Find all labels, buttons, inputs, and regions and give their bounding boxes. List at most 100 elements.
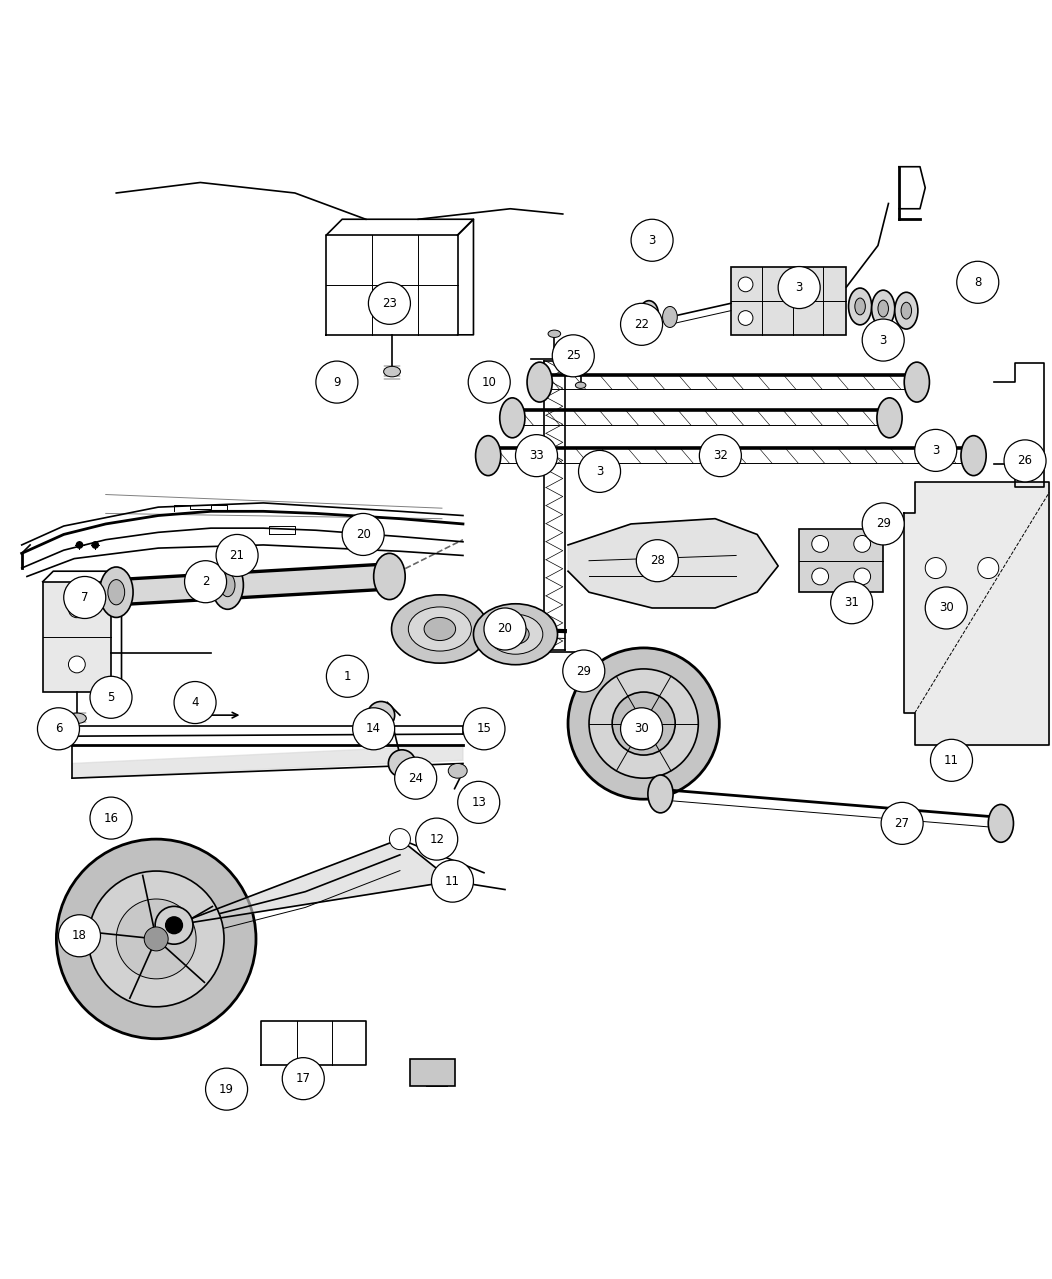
Polygon shape xyxy=(117,564,389,605)
Circle shape xyxy=(174,682,216,724)
Ellipse shape xyxy=(488,614,543,655)
Circle shape xyxy=(854,536,871,553)
FancyBboxPatch shape xyxy=(43,582,112,692)
Text: 12: 12 xyxy=(429,833,444,845)
Text: 5: 5 xyxy=(107,691,115,703)
Text: 17: 17 xyxy=(296,1072,310,1085)
Circle shape xyxy=(484,608,526,650)
Circle shape xyxy=(431,861,473,902)
Text: 3: 3 xyxy=(795,281,803,294)
FancyBboxPatch shape xyxy=(800,530,884,592)
Circle shape xyxy=(68,656,85,673)
Circle shape xyxy=(589,669,699,778)
Circle shape xyxy=(930,739,972,781)
Ellipse shape xyxy=(877,398,903,437)
Circle shape xyxy=(57,839,256,1039)
Ellipse shape xyxy=(384,366,401,377)
Text: 7: 7 xyxy=(81,591,88,604)
Circle shape xyxy=(38,707,80,749)
Circle shape xyxy=(216,535,258,577)
Text: 30: 30 xyxy=(938,601,953,614)
Circle shape xyxy=(977,558,998,578)
Circle shape xyxy=(155,907,193,944)
Text: 1: 1 xyxy=(344,670,351,683)
Circle shape xyxy=(416,819,458,861)
Text: 27: 27 xyxy=(894,817,910,830)
Text: 30: 30 xyxy=(634,723,649,735)
Circle shape xyxy=(863,503,905,545)
Text: 26: 26 xyxy=(1017,454,1033,467)
Text: 10: 10 xyxy=(482,376,497,389)
Circle shape xyxy=(863,318,905,361)
Circle shape xyxy=(59,914,101,957)
Ellipse shape xyxy=(391,595,488,663)
Circle shape xyxy=(621,707,663,749)
Circle shape xyxy=(515,435,558,477)
Text: 25: 25 xyxy=(566,349,581,362)
Text: 28: 28 xyxy=(650,554,665,567)
Circle shape xyxy=(93,542,99,549)
Circle shape xyxy=(915,430,956,472)
Text: 24: 24 xyxy=(408,771,423,785)
Text: 22: 22 xyxy=(634,317,649,331)
Ellipse shape xyxy=(855,298,866,315)
Text: 14: 14 xyxy=(366,723,381,735)
Text: 3: 3 xyxy=(648,234,655,247)
Circle shape xyxy=(631,219,673,261)
Circle shape xyxy=(394,757,437,799)
Circle shape xyxy=(64,577,106,619)
Ellipse shape xyxy=(648,775,673,813)
Circle shape xyxy=(621,303,663,345)
Circle shape xyxy=(388,749,416,778)
Circle shape xyxy=(568,648,720,799)
Circle shape xyxy=(468,361,510,403)
Polygon shape xyxy=(905,482,1049,744)
Ellipse shape xyxy=(502,624,529,645)
Ellipse shape xyxy=(849,288,872,325)
Circle shape xyxy=(739,278,753,292)
Circle shape xyxy=(282,1058,324,1100)
Circle shape xyxy=(1004,440,1046,482)
Circle shape xyxy=(812,568,829,585)
Ellipse shape xyxy=(988,804,1013,843)
Ellipse shape xyxy=(878,301,889,317)
Text: 18: 18 xyxy=(72,930,87,943)
Circle shape xyxy=(90,677,132,719)
Circle shape xyxy=(117,899,196,978)
Circle shape xyxy=(463,707,505,749)
Ellipse shape xyxy=(640,301,659,327)
Circle shape xyxy=(88,871,224,1007)
Ellipse shape xyxy=(960,436,986,476)
Text: 29: 29 xyxy=(576,665,591,678)
Circle shape xyxy=(552,335,594,377)
Circle shape xyxy=(812,536,829,553)
Ellipse shape xyxy=(424,618,456,641)
Text: 13: 13 xyxy=(471,796,486,808)
Ellipse shape xyxy=(895,293,918,329)
Ellipse shape xyxy=(108,579,125,605)
Circle shape xyxy=(563,650,605,692)
Text: 23: 23 xyxy=(382,297,397,310)
Circle shape xyxy=(925,558,946,578)
Circle shape xyxy=(633,714,654,734)
Text: 8: 8 xyxy=(974,276,982,289)
Circle shape xyxy=(342,513,384,555)
Circle shape xyxy=(579,450,621,492)
Circle shape xyxy=(184,560,226,602)
Ellipse shape xyxy=(211,561,243,609)
Ellipse shape xyxy=(448,764,467,778)
Circle shape xyxy=(636,540,679,582)
Ellipse shape xyxy=(500,398,525,437)
Circle shape xyxy=(368,283,410,325)
Text: 31: 31 xyxy=(845,596,859,609)
Ellipse shape xyxy=(100,567,133,618)
Text: 3: 3 xyxy=(595,464,603,478)
Ellipse shape xyxy=(527,362,552,402)
Ellipse shape xyxy=(288,1085,305,1096)
Ellipse shape xyxy=(575,382,586,389)
Circle shape xyxy=(165,917,182,934)
Ellipse shape xyxy=(220,573,235,597)
FancyBboxPatch shape xyxy=(410,1059,454,1086)
Circle shape xyxy=(205,1068,247,1110)
Circle shape xyxy=(389,829,410,849)
